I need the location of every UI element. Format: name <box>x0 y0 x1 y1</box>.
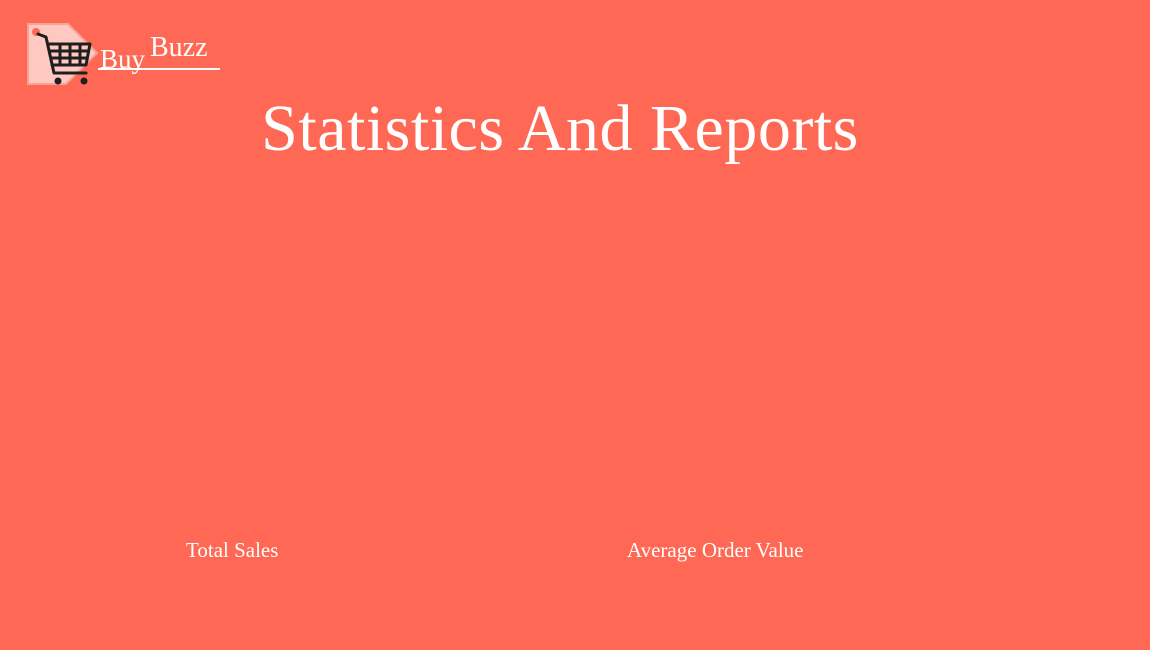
brand-name: Buy Buzz <box>98 32 222 78</box>
brand-logo[interactable]: Buy Buzz <box>22 20 222 90</box>
total-sales-label: Total Sales <box>186 538 279 562</box>
shopping-cart-tag-icon <box>27 23 99 85</box>
brand-name-buzz: Buzz <box>150 32 208 63</box>
brand-underline <box>98 68 220 70</box>
page-title: Statistics And Reports <box>261 92 859 165</box>
average-order-value-label: Average Order Value <box>627 538 804 562</box>
